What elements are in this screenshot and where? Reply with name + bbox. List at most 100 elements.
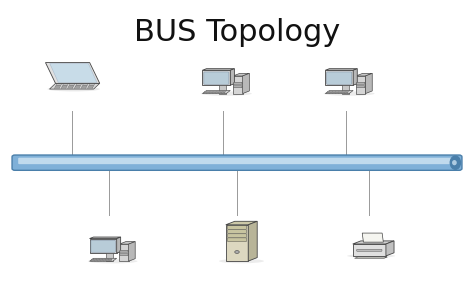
FancyBboxPatch shape xyxy=(357,249,382,251)
Polygon shape xyxy=(103,260,106,261)
Polygon shape xyxy=(330,91,333,92)
Polygon shape xyxy=(94,259,97,260)
Polygon shape xyxy=(100,260,102,261)
Polygon shape xyxy=(90,258,117,261)
Polygon shape xyxy=(74,87,80,88)
FancyBboxPatch shape xyxy=(12,155,462,170)
FancyBboxPatch shape xyxy=(228,234,246,238)
Polygon shape xyxy=(208,91,210,92)
Polygon shape xyxy=(106,259,109,260)
Polygon shape xyxy=(230,69,234,85)
FancyBboxPatch shape xyxy=(356,82,365,84)
Polygon shape xyxy=(346,91,348,92)
Polygon shape xyxy=(219,91,222,92)
Polygon shape xyxy=(109,259,112,260)
Polygon shape xyxy=(345,92,348,93)
Polygon shape xyxy=(356,73,372,76)
Polygon shape xyxy=(202,91,230,94)
Polygon shape xyxy=(68,87,73,88)
Polygon shape xyxy=(55,86,61,87)
Polygon shape xyxy=(76,84,82,85)
Polygon shape xyxy=(353,244,386,256)
Polygon shape xyxy=(217,91,219,92)
Polygon shape xyxy=(213,92,216,93)
Polygon shape xyxy=(219,92,222,93)
Polygon shape xyxy=(61,87,66,88)
Polygon shape xyxy=(243,73,249,94)
Text: BUS Topology: BUS Topology xyxy=(134,17,340,46)
Polygon shape xyxy=(82,84,88,85)
Polygon shape xyxy=(106,260,109,261)
Polygon shape xyxy=(90,237,121,239)
Polygon shape xyxy=(94,260,97,261)
Polygon shape xyxy=(233,73,249,76)
Polygon shape xyxy=(55,87,60,88)
Ellipse shape xyxy=(324,91,374,96)
FancyBboxPatch shape xyxy=(234,86,242,88)
Polygon shape xyxy=(337,91,339,92)
Polygon shape xyxy=(68,86,74,87)
Polygon shape xyxy=(128,242,135,261)
Polygon shape xyxy=(56,84,62,85)
Polygon shape xyxy=(106,253,113,261)
Polygon shape xyxy=(223,91,226,92)
Polygon shape xyxy=(248,221,257,261)
Polygon shape xyxy=(339,91,342,92)
Ellipse shape xyxy=(450,156,461,169)
Polygon shape xyxy=(62,86,67,87)
Polygon shape xyxy=(75,86,81,87)
Polygon shape xyxy=(100,259,103,260)
Polygon shape xyxy=(63,84,68,85)
Polygon shape xyxy=(386,241,394,256)
Polygon shape xyxy=(214,91,216,92)
Polygon shape xyxy=(49,84,100,89)
Polygon shape xyxy=(210,92,213,93)
Circle shape xyxy=(235,251,239,254)
Polygon shape xyxy=(46,63,100,84)
Polygon shape xyxy=(97,260,100,261)
Polygon shape xyxy=(365,73,372,94)
FancyBboxPatch shape xyxy=(228,226,246,230)
Polygon shape xyxy=(91,259,94,260)
Polygon shape xyxy=(355,257,387,258)
FancyBboxPatch shape xyxy=(228,230,246,234)
Ellipse shape xyxy=(47,87,100,91)
Polygon shape xyxy=(202,69,234,70)
FancyBboxPatch shape xyxy=(204,72,229,84)
Ellipse shape xyxy=(452,160,457,165)
Polygon shape xyxy=(119,242,135,244)
Polygon shape xyxy=(327,91,330,92)
Polygon shape xyxy=(204,91,207,92)
Polygon shape xyxy=(325,91,353,94)
Polygon shape xyxy=(330,92,332,93)
Polygon shape xyxy=(219,85,226,94)
Polygon shape xyxy=(88,87,93,88)
Polygon shape xyxy=(353,241,394,244)
FancyBboxPatch shape xyxy=(91,240,115,252)
Polygon shape xyxy=(222,92,225,93)
Polygon shape xyxy=(119,244,128,261)
Polygon shape xyxy=(342,85,349,94)
FancyBboxPatch shape xyxy=(120,254,128,255)
Polygon shape xyxy=(233,76,243,94)
Polygon shape xyxy=(343,91,346,92)
Polygon shape xyxy=(226,225,248,261)
Polygon shape xyxy=(362,233,383,242)
Polygon shape xyxy=(216,92,219,93)
Polygon shape xyxy=(327,92,329,93)
Polygon shape xyxy=(202,70,230,85)
FancyBboxPatch shape xyxy=(228,238,246,242)
Polygon shape xyxy=(50,64,97,83)
Polygon shape xyxy=(90,239,117,253)
Polygon shape xyxy=(333,91,336,92)
Ellipse shape xyxy=(347,254,395,258)
Polygon shape xyxy=(98,259,100,260)
Polygon shape xyxy=(226,221,257,225)
Polygon shape xyxy=(353,69,357,85)
FancyBboxPatch shape xyxy=(327,72,352,84)
Polygon shape xyxy=(91,260,93,261)
Ellipse shape xyxy=(201,91,252,96)
Ellipse shape xyxy=(219,259,264,263)
FancyBboxPatch shape xyxy=(18,158,456,164)
Polygon shape xyxy=(103,259,106,260)
